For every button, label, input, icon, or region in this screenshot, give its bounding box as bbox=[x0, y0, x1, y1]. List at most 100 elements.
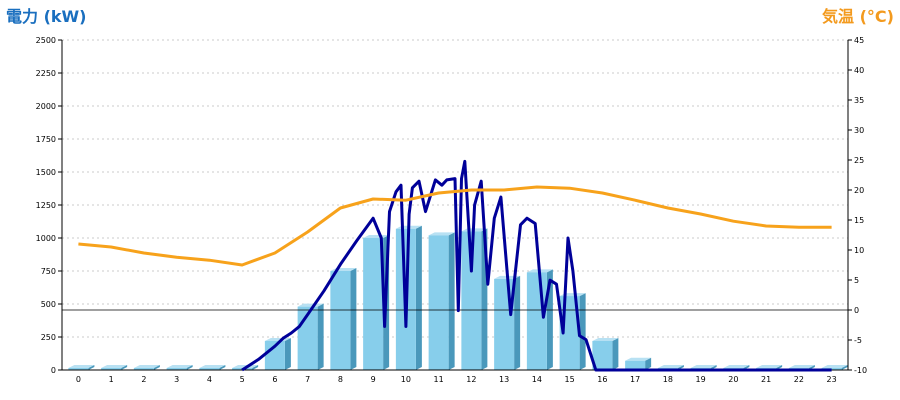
bar-top bbox=[625, 357, 652, 361]
right-tick-label: 15 bbox=[854, 216, 864, 225]
right-tick-label: 25 bbox=[854, 156, 864, 165]
right-tick-label: 5 bbox=[854, 276, 859, 285]
left-axis-title: 電力 (kW) bbox=[6, 7, 87, 26]
bar-side bbox=[252, 365, 259, 370]
x-tick-label: 9 bbox=[371, 375, 376, 384]
bar bbox=[494, 275, 521, 370]
bar bbox=[199, 365, 226, 370]
x-tick-label: 3 bbox=[174, 375, 179, 384]
left-tick-label: 2000 bbox=[36, 102, 56, 111]
bar bbox=[101, 365, 128, 370]
bar-top bbox=[428, 232, 455, 236]
x-tick-label: 5 bbox=[240, 375, 245, 384]
temperature-line bbox=[78, 185, 832, 267]
bar-top bbox=[788, 365, 815, 368]
bar-front bbox=[821, 368, 842, 370]
bar-front bbox=[264, 340, 285, 370]
bar bbox=[264, 337, 291, 370]
right-tick-label: 40 bbox=[854, 66, 864, 75]
bar-top bbox=[133, 365, 160, 368]
x-tick-label: 7 bbox=[305, 375, 310, 384]
x-tick-label: 10 bbox=[401, 375, 411, 384]
x-tick-label: 8 bbox=[338, 375, 343, 384]
right-axis-title: 気温 (°C) bbox=[822, 7, 894, 26]
bar bbox=[68, 365, 95, 370]
x-tick-label: 16 bbox=[597, 375, 607, 384]
x-tick-label: 14 bbox=[532, 375, 542, 384]
tick-labels: 02505007501000125015001750200022502500-1… bbox=[36, 36, 867, 384]
bar-front bbox=[166, 368, 187, 370]
bar-side bbox=[186, 365, 193, 370]
bar-top bbox=[690, 365, 717, 368]
bar-side bbox=[579, 293, 586, 370]
bar bbox=[625, 357, 652, 370]
bar-front bbox=[428, 235, 449, 370]
bar-side bbox=[415, 225, 422, 370]
bar-front bbox=[133, 368, 154, 370]
bar-side bbox=[841, 365, 848, 370]
left-tick-label: 2500 bbox=[36, 36, 56, 45]
right-tick-label: 30 bbox=[854, 126, 864, 135]
bar-top bbox=[166, 365, 193, 368]
left-tick-label: 0 bbox=[51, 366, 56, 375]
power-line bbox=[241, 159, 832, 372]
x-tick-label: 1 bbox=[109, 375, 114, 384]
bar-top bbox=[756, 365, 783, 368]
bar-top bbox=[68, 365, 95, 368]
right-tick-label: -5 bbox=[854, 336, 862, 345]
bar-front bbox=[363, 238, 384, 370]
right-tick-label: 35 bbox=[854, 96, 864, 105]
bar-front bbox=[592, 340, 613, 370]
bar-front bbox=[68, 368, 89, 370]
bar-top bbox=[821, 365, 848, 368]
bar-side bbox=[645, 357, 652, 370]
x-tick-label: 21 bbox=[761, 375, 771, 384]
left-tick-label: 500 bbox=[41, 300, 56, 309]
x-tick-label: 4 bbox=[207, 375, 212, 384]
bar-side bbox=[514, 275, 521, 370]
bar bbox=[133, 365, 160, 370]
bar-side bbox=[153, 365, 160, 370]
bar-top bbox=[199, 365, 226, 368]
bar-front bbox=[526, 272, 547, 370]
bar-side bbox=[121, 365, 128, 370]
x-tick-label: 22 bbox=[794, 375, 804, 384]
bar-top bbox=[297, 303, 324, 307]
x-tick-label: 18 bbox=[663, 375, 673, 384]
bar-top bbox=[101, 365, 128, 368]
bar-top bbox=[723, 365, 750, 368]
bar bbox=[297, 303, 324, 370]
bar bbox=[428, 232, 455, 370]
bar-side bbox=[88, 365, 95, 370]
x-tick-label: 12 bbox=[466, 375, 476, 384]
x-tick-label: 23 bbox=[827, 375, 837, 384]
gridlines bbox=[62, 39, 848, 338]
x-tick-label: 13 bbox=[499, 375, 509, 384]
bar-front bbox=[199, 368, 220, 370]
x-tick-label: 6 bbox=[272, 375, 277, 384]
bar-side bbox=[350, 268, 357, 370]
bar bbox=[592, 337, 619, 370]
x-tick-label: 19 bbox=[696, 375, 706, 384]
bar-front bbox=[330, 271, 351, 370]
left-tick-label: 1500 bbox=[36, 168, 56, 177]
bar-front bbox=[494, 278, 515, 370]
x-tick-label: 17 bbox=[630, 375, 640, 384]
bar-side bbox=[219, 365, 226, 370]
bar bbox=[166, 365, 193, 370]
series-lines bbox=[78, 159, 832, 372]
bar bbox=[461, 228, 488, 370]
bar-top bbox=[592, 337, 619, 341]
left-tick-label: 2250 bbox=[36, 69, 56, 78]
bar-top bbox=[657, 365, 684, 368]
bar-front bbox=[461, 231, 482, 370]
left-tick-label: 1250 bbox=[36, 201, 56, 210]
right-tick-label: -10 bbox=[854, 366, 867, 375]
left-tick-label: 250 bbox=[41, 333, 56, 342]
bar bbox=[330, 268, 357, 370]
bar-front bbox=[101, 368, 122, 370]
right-tick-label: 20 bbox=[854, 186, 864, 195]
right-tick-label: 0 bbox=[854, 306, 859, 315]
bar-side bbox=[448, 232, 455, 370]
